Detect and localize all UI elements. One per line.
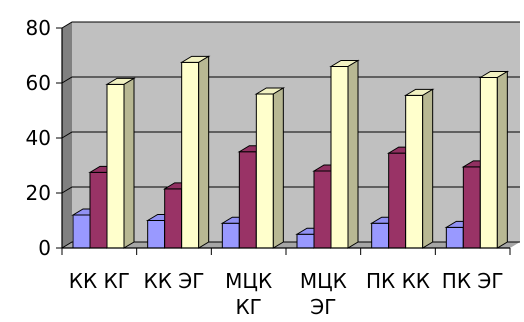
bar-front <box>221 222 240 249</box>
bar-front <box>238 151 257 249</box>
bar <box>179 55 211 249</box>
bar-front <box>371 222 390 249</box>
x-category-label: ПК КК <box>366 269 430 293</box>
bar-front <box>445 226 464 249</box>
x-category-label: МЦК <box>225 269 272 293</box>
bar <box>403 88 435 249</box>
gridlines <box>61 21 520 249</box>
bar <box>254 87 286 249</box>
y-tick-label: 40 <box>26 126 51 150</box>
bar-side <box>198 55 210 249</box>
y-tick-label: 80 <box>26 16 51 40</box>
bar <box>105 77 136 249</box>
y-tick-label: 20 <box>26 181 51 205</box>
bar-front <box>313 170 332 249</box>
bar-side <box>496 70 508 249</box>
gridline <box>61 186 520 194</box>
y-tick-label: 0 <box>38 236 51 260</box>
bar-front <box>89 171 108 249</box>
x-category-label: КК ЭГ <box>144 269 205 293</box>
bar-side <box>123 77 135 249</box>
bar-front <box>405 94 424 249</box>
axes <box>56 27 511 255</box>
bar <box>329 59 360 249</box>
x-category-label: МЦК <box>300 269 347 293</box>
gridline <box>61 241 520 249</box>
bar-front <box>479 77 498 249</box>
x-category-label: КГ <box>235 295 261 319</box>
gridline <box>61 76 520 84</box>
y-tick-label: 60 <box>26 71 51 95</box>
bar-front <box>181 61 200 249</box>
bar-front <box>164 188 183 249</box>
bar-front <box>106 83 125 249</box>
gridline <box>61 131 520 139</box>
gridline <box>61 21 520 29</box>
y-tick-labels: 0 20 40 60 80 <box>26 16 51 260</box>
bar-front <box>255 93 274 249</box>
x-category-label: ПК ЭГ <box>442 269 504 293</box>
bar-series <box>71 55 510 249</box>
bar-front <box>296 233 315 249</box>
bar-side <box>272 87 284 249</box>
bar <box>478 70 510 249</box>
x-category-label: ЭГ <box>310 295 336 319</box>
bar-side <box>347 59 359 249</box>
bar-front <box>388 152 407 249</box>
bar-side <box>422 88 434 249</box>
x-category-label: КК КГ <box>69 269 130 293</box>
bar-front <box>72 214 91 249</box>
bar-front <box>330 66 349 249</box>
bar-front <box>147 220 166 249</box>
bar-front <box>462 166 481 249</box>
